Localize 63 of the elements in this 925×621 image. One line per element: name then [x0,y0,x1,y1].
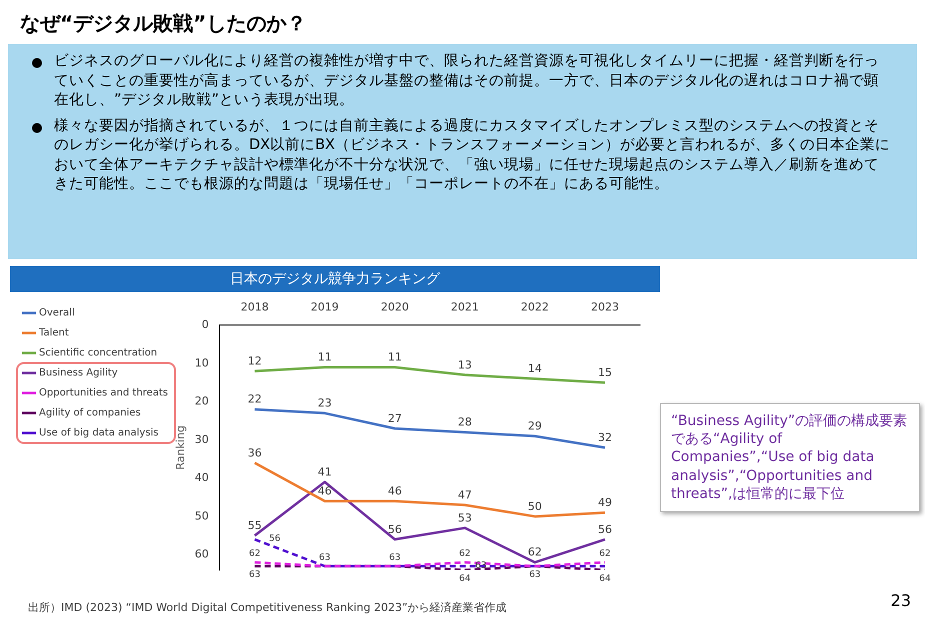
y-tick-label: 50 [194,509,209,522]
data-label: 46 [388,484,402,498]
data-label: 63 [319,553,330,564]
y-tick-label: 0 [202,318,209,332]
chart-title: 日本のデジタル競争力ランキング [10,266,660,292]
text: 様々な要因が指摘されているが、１つには自前主義による過度にカスタマイズしたオンプレミス型のシステムへの投資とそのレガシー化が挙げられる。DX以前にBX（ビジネス・トランスフォーメーション）が必要と言われるが、多くの日本企業において全体アーキテクチャ設計や標準化が不十分な状況で、「強い現場」に任せた現場起点のシステム導入／刷新を進めてきた可能性。ここでも根源的な問題は「現場任せ」「コーポレートの不在」にある可能性。 [54,116,891,194]
data-label: 63 [248,570,260,580]
data-label: 46 [318,484,332,498]
text: “Business Agility”の評価の構成要素である“Agility of Companies”,“Use of big data analysis”,“Opportunities and threats”,は恒常的に最下位 [660,403,920,512]
y-axis-title: Ranking [174,425,187,470]
y-tick-label: 20 [194,394,209,408]
x-tick-label: 2019 [310,300,339,314]
x-tick-label: 2023 [590,300,619,314]
data-label: 53 [458,511,472,524]
data-label: 27 [388,412,402,425]
y-tick-label: 40 [194,471,209,484]
data-label: 64 [599,574,611,584]
data-label: 63 [389,553,401,564]
legend-label: Use of big data analysis [39,428,159,439]
data-label: 29 [528,419,542,432]
data-label: 12 [248,354,262,368]
text: ビジネスのグローバル化により経営の複雑性が増す中で、限られた経営資源を可視化しタイムリーに把握・経営判断を行っていくことの重要性が高まっているが、デジタル基盤の整備はその前提。一方で、日本のデジタル化の遅れはコロナ禍で顕在化し、”デジタル敗戦”という表現が出現。 [54,52,880,110]
data-label: 62 [459,549,471,560]
y-tick-label: 60 [194,548,209,561]
data-label: 15 [598,366,612,379]
data-label: 11 [388,350,402,364]
text: 23 [890,591,911,610]
legend-label: Business Agility [39,368,118,379]
data-label: 56 [598,522,612,536]
y-tick-label: 30 [194,432,209,446]
data-label: 22 [248,392,262,406]
legend-label: Opportunities and threats [39,388,168,399]
data-label: 49 [598,496,612,509]
data-label: 50 [528,500,542,513]
text: なぜ“デジタル敗戦”したのか？ [19,10,308,37]
data-label: 55 [248,518,262,532]
text: 出所）IMD (2023) “IMD World Digital Competitiveness Ranking 2023”から経済産業省作成 [28,600,507,615]
legend-label: Agility of companies [39,408,141,419]
data-label: 32 [598,430,612,444]
legend-label: Talent [38,328,69,339]
data-label: 62 [599,549,611,560]
data-label: 41 [318,465,332,478]
data-label: 64 [459,574,471,584]
data-label: 62 [528,546,542,559]
data-label: 56 [388,522,402,536]
data-label: 11 [318,350,332,364]
data-label: 63 [475,561,487,572]
data-label: 13 [458,358,472,372]
y-tick-label: 10 [194,356,209,370]
legend-label: Overall [39,308,75,319]
x-tick-label: 2018 [240,300,269,314]
x-tick-label: 2022 [520,300,549,314]
data-label: 14 [528,362,542,376]
data-label: 56 [268,534,281,544]
legend-label: Scientific concentration [39,348,158,359]
data-label: 28 [458,416,472,429]
data-label: 63 [529,570,541,580]
data-label: 36 [248,446,262,460]
x-tick-label: 2021 [450,300,479,314]
data-label: 47 [458,488,472,502]
x-tick-label: 2020 [380,300,409,314]
data-label: 62 [248,549,260,560]
data-label: 23 [318,396,332,410]
